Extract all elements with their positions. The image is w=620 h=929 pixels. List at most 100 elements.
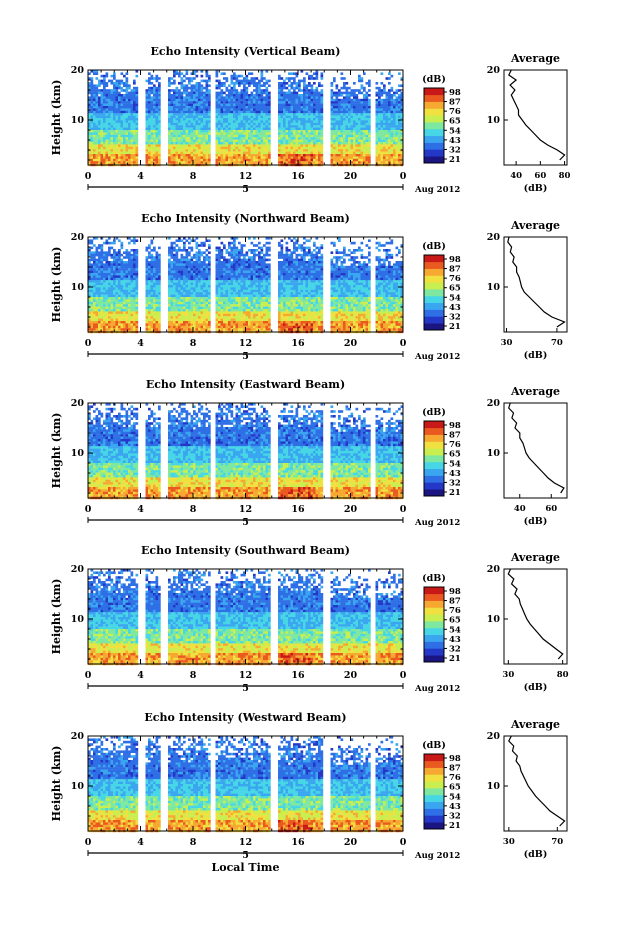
colorbar-frame: [423, 87, 445, 164]
heatmap-cell: [365, 127, 369, 131]
heatmap-cell: [173, 323, 176, 326]
heatmap-cell: [120, 318, 124, 322]
heatmap-cell: [283, 146, 286, 150]
heatmap-cell: [200, 127, 204, 131]
heatmap-cell: [295, 125, 299, 128]
heatmap-cell: [93, 96, 96, 99]
heatmap-cell: [173, 132, 176, 135]
heatmap-cell: [188, 77, 191, 80]
heatmap-cell: [310, 118, 314, 121]
heatmap-cell: [260, 146, 264, 150]
heatmap-cell: [125, 96, 129, 99]
heatmap-cell: [173, 70, 176, 73]
heatmap-cell: [173, 275, 176, 278]
avg-x-axis-label: (dB): [524, 183, 548, 194]
heatmap-cell: [120, 134, 124, 138]
heatmap-cell: [268, 154, 271, 157]
heatmap-cell: [245, 134, 249, 138]
heatmap-cell: [315, 113, 319, 116]
heatmap-cell: [245, 86, 249, 90]
heatmap-cell: [298, 139, 301, 143]
heatmap-cell: [193, 120, 196, 123]
heatmap-cell: [188, 86, 191, 90]
heatmap-cell: [173, 101, 176, 104]
heatmap-cell: [295, 82, 299, 85]
heatmap-cell: [130, 115, 134, 119]
heatmap-cell: [380, 120, 384, 123]
heatmap-cell: [103, 79, 106, 83]
heatmap-cell: [298, 79, 301, 83]
heatmap-cell: [255, 82, 259, 85]
heatmap-cell: [320, 130, 324, 133]
heatmap-cell: [243, 84, 246, 87]
heatmap-cell: [93, 113, 96, 116]
heatmap-cell: [95, 142, 99, 145]
heatmap-cell: [173, 306, 176, 310]
heatmap-cell: [233, 77, 236, 80]
heatmap-cell: [383, 149, 386, 152]
heatmap-cell: [350, 118, 354, 121]
heatmap-cell: [173, 249, 176, 252]
heatmap-cell: [125, 277, 129, 281]
heatmap-cell: [390, 154, 394, 157]
heatmap-cell: [283, 79, 286, 83]
heatmap-cell: [105, 273, 109, 276]
heatmap-cell: [348, 125, 351, 128]
heatmap-cell: [358, 151, 361, 155]
heatmap-cell: [100, 134, 104, 138]
heatmap-cell: [348, 122, 351, 126]
heatmap-cell: [153, 313, 156, 317]
heatmap-cell: [260, 161, 264, 164]
heatmap-cell: [198, 144, 201, 147]
heatmap-cell: [390, 101, 394, 104]
heatmap-cell: [125, 77, 129, 80]
heatmap-cell: [183, 161, 186, 164]
heatmap-cell: [135, 110, 139, 114]
heatmap-cell: [190, 156, 194, 159]
heatmap-cell: [260, 120, 264, 123]
heatmap-cell: [178, 108, 181, 111]
heatmap-cell: [98, 304, 101, 307]
heatmap-cell: [120, 72, 124, 75]
heatmap-cell: [258, 154, 261, 157]
heatmap-cell: [333, 158, 336, 162]
heatmap-cell: [388, 113, 391, 116]
heatmap-cell: [355, 146, 359, 150]
heatmap-cell: [183, 74, 186, 78]
heatmap-cell: [360, 151, 364, 155]
heatmap-cell: [203, 110, 206, 114]
heatmap-cell: [255, 125, 259, 128]
heatmap-cell: [375, 139, 379, 143]
heatmap-cell: [268, 137, 271, 140]
heatmap-cell: [225, 132, 229, 135]
heatmap-cell: [133, 251, 136, 254]
heatmap-cell: [88, 309, 91, 312]
heatmap-cell: [228, 137, 231, 140]
heatmap-cell: [215, 115, 219, 119]
heatmap-cell: [173, 122, 176, 126]
heatmap-cell: [350, 146, 354, 150]
heatmap-cell: [330, 142, 334, 145]
heatmap-cell: [173, 161, 176, 164]
heatmap-cell: [218, 125, 221, 128]
heatmap-cell: [233, 91, 236, 95]
heatmap-cell: [263, 89, 266, 92]
heatmap-cell: [185, 89, 189, 92]
heatmap-cell: [200, 96, 204, 99]
heatmap-cell: [263, 154, 266, 157]
heatmap-cell: [215, 118, 219, 121]
heatmap-cell: [240, 125, 244, 128]
heatmap-cell: [195, 108, 199, 111]
heatmap-cell: [310, 77, 314, 80]
heatmap-cell: [185, 91, 189, 95]
heatmap-cell: [303, 96, 306, 99]
heatmap-cell: [105, 89, 109, 92]
heatmap-cell: [178, 144, 181, 147]
heatmap-cell: [115, 91, 119, 95]
heatmap-cell: [193, 158, 196, 162]
heatmap-cell: [360, 103, 364, 107]
heatmap-cell: [280, 156, 284, 159]
heatmap-cell: [315, 154, 319, 157]
heatmap-cell: [313, 91, 316, 95]
heatmap-cell: [218, 154, 221, 157]
